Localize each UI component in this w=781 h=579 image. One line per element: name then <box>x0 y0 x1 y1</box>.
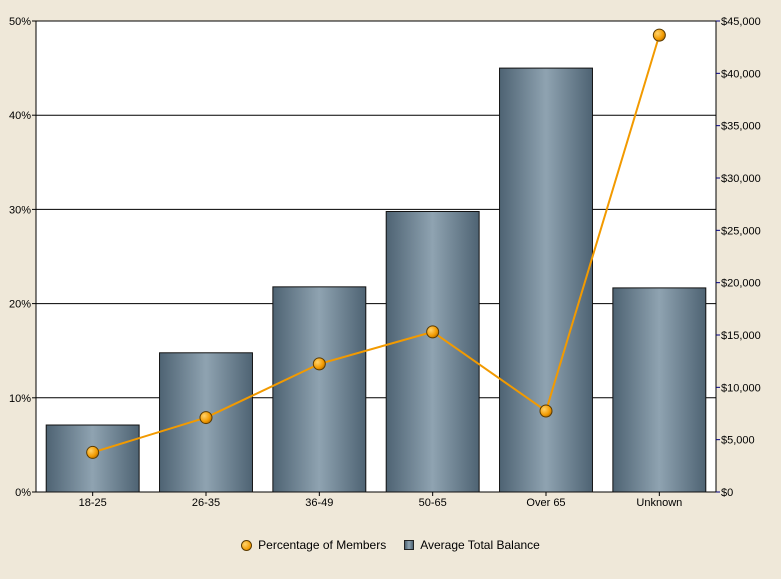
right-tick-label: $0 <box>721 487 733 499</box>
right-tick-label: $10,000 <box>721 382 761 394</box>
right-tick-label: $30,000 <box>721 173 761 185</box>
left-axis: 0% 10% 20% 30% 40% 50% <box>9 16 36 499</box>
left-tick-label: 0% <box>15 487 31 499</box>
line-point <box>652 28 666 42</box>
line-layer <box>86 28 666 459</box>
legend-label-balance: Average Total Balance <box>420 538 540 552</box>
right-tick-label: $35,000 <box>721 121 761 133</box>
left-tick-label: 50% <box>9 16 31 28</box>
left-tick-label: 10% <box>9 393 31 405</box>
legend: Percentage of Members Average Total Bala… <box>0 538 781 552</box>
line-point <box>312 357 326 371</box>
circle-marker-icon <box>241 539 253 551</box>
x-tick-label: 36-49 <box>305 497 333 509</box>
right-tick-label: $5,000 <box>721 435 755 447</box>
line-point <box>426 325 440 339</box>
right-tick-label: $40,000 <box>721 68 761 80</box>
series-line <box>92 34 661 454</box>
legend-item-percentage[interactable]: Percentage of Members <box>241 538 386 552</box>
right-tick-label: $25,000 <box>721 225 761 237</box>
bar <box>499 67 593 493</box>
right-tick-label: $45,000 <box>721 16 761 28</box>
x-tick-label: Unknown <box>636 497 682 509</box>
x-tick-label: Over 65 <box>526 497 565 509</box>
legend-label-percentage: Percentage of Members <box>258 538 387 552</box>
left-tick-label: 40% <box>9 110 31 122</box>
x-tick-label: 50-65 <box>419 497 447 509</box>
bar <box>612 287 707 493</box>
bar <box>385 210 480 493</box>
line-point <box>539 404 553 418</box>
right-tick-label: $20,000 <box>721 278 761 290</box>
bars-layer <box>45 67 707 493</box>
left-tick-label: 20% <box>9 299 31 311</box>
line-point <box>86 445 100 459</box>
x-axis: 18-25 26-35 36-49 50-65 Over 65 Unknown <box>79 492 682 509</box>
x-tick-label: 18-25 <box>79 497 107 509</box>
bar-swatch-icon <box>404 540 415 550</box>
grid-layer <box>36 114 716 399</box>
right-axis: $0 $5,000 $10,000 $15,000 $20,000 $25,000 $30,… <box>716 16 761 499</box>
x-tick-label: 26-35 <box>192 497 220 509</box>
left-tick-label: 30% <box>9 204 31 216</box>
bar <box>272 286 367 493</box>
legend-item-balance[interactable]: Average Total Balance <box>404 538 540 552</box>
right-tick-label: $15,000 <box>721 330 761 342</box>
line-point <box>199 411 213 425</box>
plot-area <box>35 20 717 493</box>
